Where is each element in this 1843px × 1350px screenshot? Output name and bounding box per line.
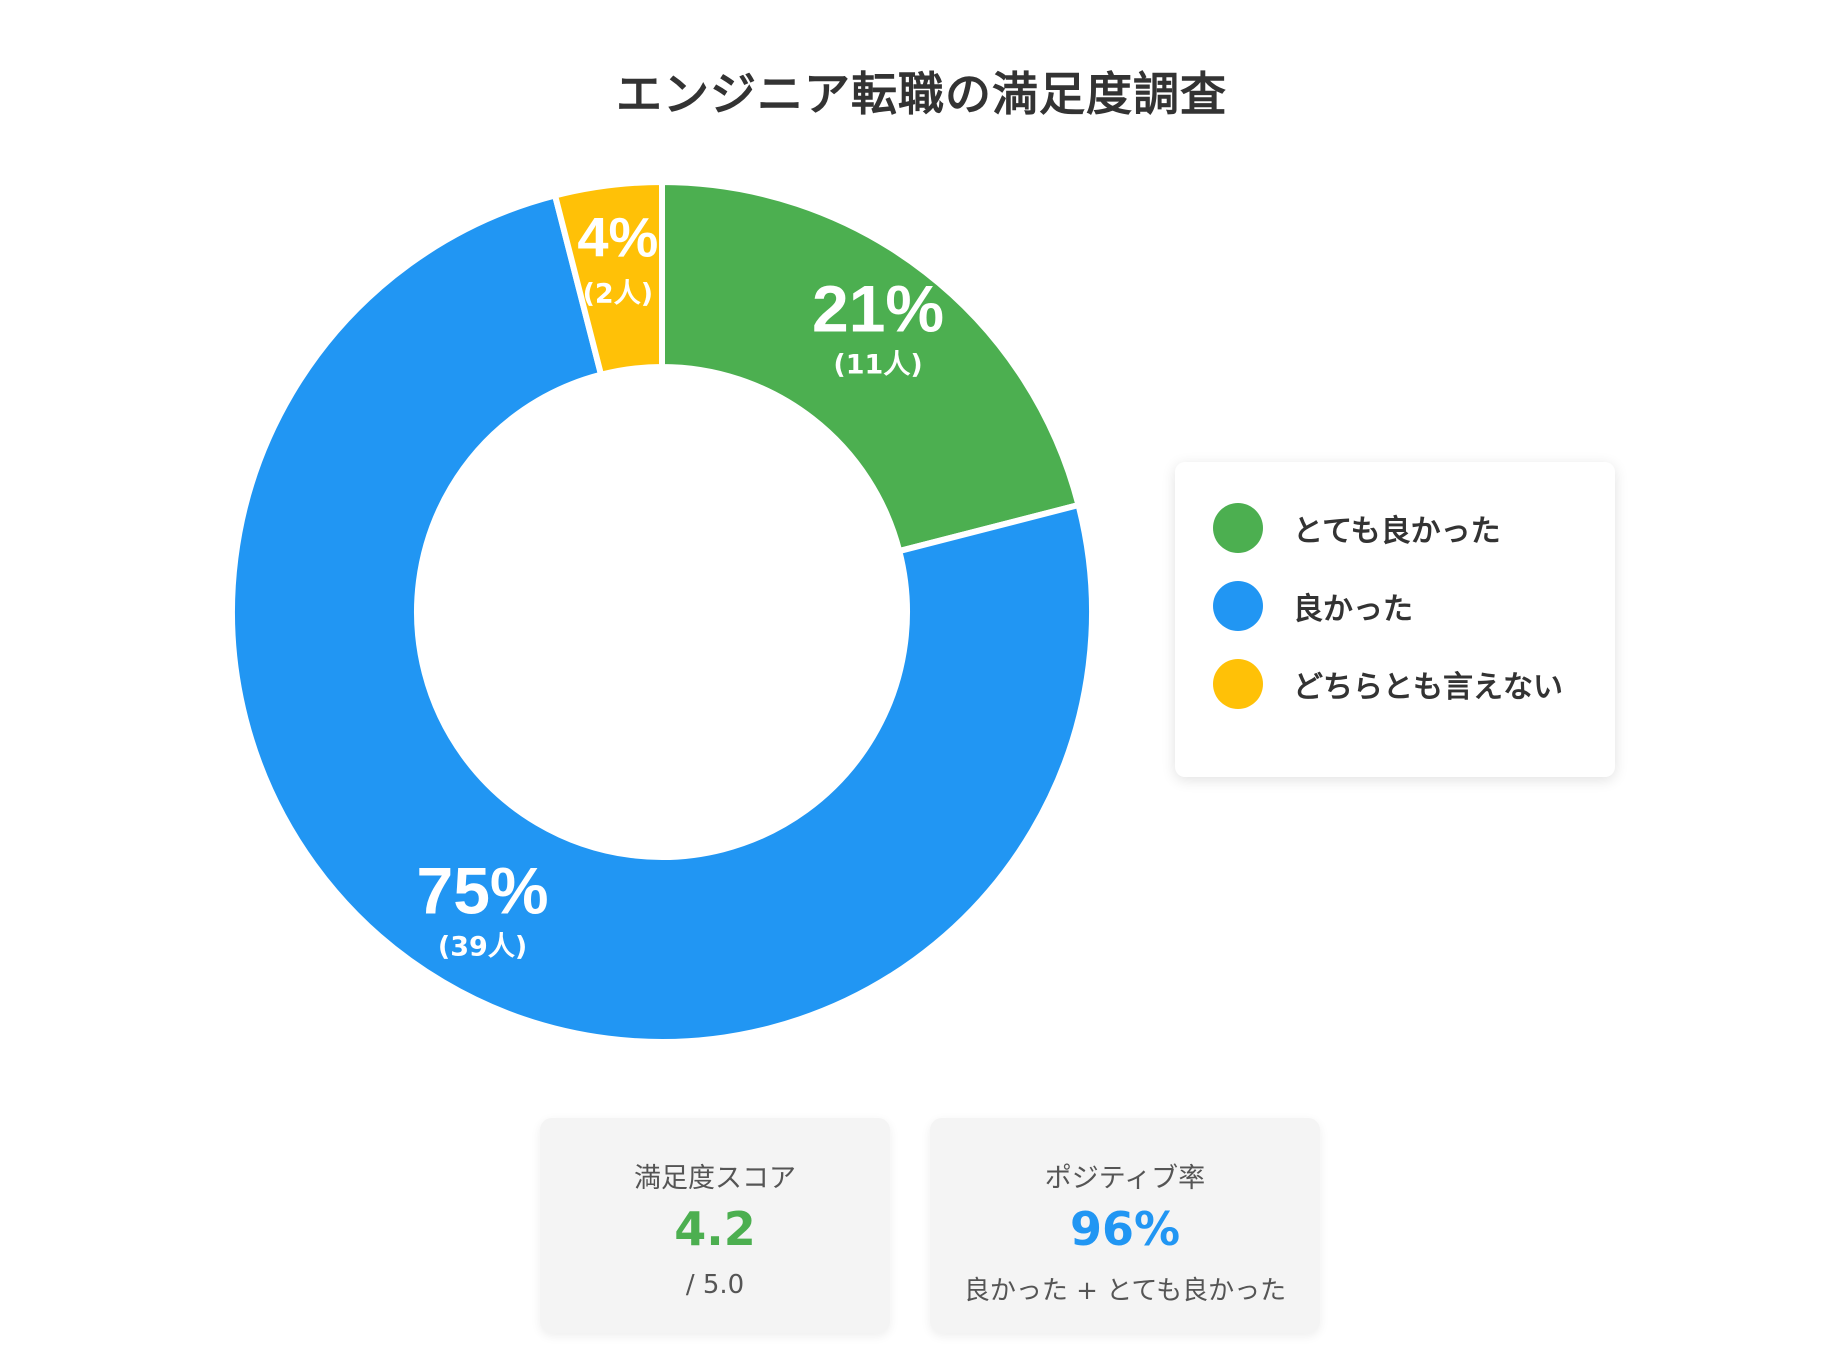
legend-label-very-good: とても良かった [1293, 514, 1501, 549]
donut-slice-neutral [551, 178, 665, 379]
slice-count-label-very-good: (11人) [833, 349, 922, 380]
positive-rate-card: ポジティブ率 96% 良かった + とても良かった [930, 1118, 1320, 1333]
score-card-sub: / 5.0 [685, 1270, 745, 1300]
positive-card-sub: 良かった + とても良かった [963, 1276, 1287, 1306]
legend-item-good: 良かった [1213, 580, 1413, 632]
score-card-label: 満足度スコア [634, 1163, 796, 1194]
slice-percent-label-neutral: 4% [577, 205, 658, 268]
satisfaction-score-card: 満足度スコア 4.2 / 5.0 [540, 1118, 890, 1333]
slice-count-label-good: (39人) [438, 931, 527, 962]
score-card-value: 4.2 [674, 1202, 756, 1256]
donut-slice-very-good [659, 178, 1083, 555]
legend-swatch-very-good [1213, 503, 1263, 553]
donut-chart: 21% (11人) 75% (39人) 4% (2人) [229, 178, 1095, 1045]
slice-percent-label-good: 75% [417, 853, 549, 927]
legend-label-good: 良かった [1293, 592, 1413, 627]
slice-count-label-neutral: (2人) [583, 278, 653, 309]
positive-card-label: ポジティブ率 [1044, 1163, 1206, 1194]
legend-swatch-neutral [1213, 659, 1263, 709]
legend-item-neutral: どちらとも言えない [1213, 658, 1563, 710]
legend-swatch-good [1213, 581, 1263, 631]
slice-percent-label-very-good: 21% [812, 271, 944, 345]
legend-label-neutral: どちらとも言えない [1293, 670, 1563, 705]
donut-slice-good [229, 191, 1095, 1045]
legend-item-very-good: とても良かった [1213, 502, 1501, 554]
chart-title: エンジニア転職の満足度調査 [616, 67, 1227, 121]
positive-card-value: 96% [1069, 1202, 1181, 1256]
chart-legend: とても良かった 良かった どちらとも言えない [1175, 462, 1615, 777]
